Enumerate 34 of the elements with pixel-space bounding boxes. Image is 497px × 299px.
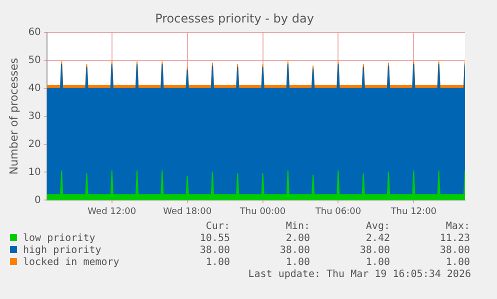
- y-tick-label: 60: [28, 26, 41, 38]
- x-tick-label: Wed 12:00: [88, 206, 136, 217]
- text: 1.00: [364, 257, 390, 269]
- text: 38.00: [358, 245, 390, 257]
- text: Last update: Thu Mar 19 16:05:34 2026: [248, 269, 471, 280]
- legend-label: high priority: [22, 245, 102, 257]
- x-tick-label: Thu 06:00: [314, 206, 362, 217]
- y-tick-label: 20: [28, 138, 41, 150]
- text: 2.00: [284, 233, 310, 245]
- text: Min:: [284, 221, 310, 233]
- y-tick-label: 30: [28, 110, 41, 122]
- y-tick-label: 10: [28, 166, 41, 178]
- legend-label: low priority: [22, 233, 96, 245]
- y-axis-title: Number of processes: [7, 58, 20, 175]
- text: 2.42: [364, 233, 390, 245]
- x-tick-label: Wed 18:00: [163, 206, 212, 217]
- text: Max:: [444, 221, 470, 233]
- x-tick-label: Thu 12:00: [390, 206, 437, 217]
- text: 38.00: [198, 245, 230, 257]
- text: Avg:: [364, 221, 390, 233]
- text: 38.00: [278, 245, 310, 257]
- chart-title: Processes priority - by day: [155, 11, 314, 26]
- y-tick-label: 40: [28, 82, 41, 94]
- text: 1.00: [204, 257, 230, 269]
- text: 38.00: [438, 245, 470, 257]
- legend-label: locked in memory: [22, 257, 120, 269]
- x-tick-label: Thu 00:00: [238, 206, 286, 217]
- text: 1.00: [444, 257, 470, 269]
- text: 11.23: [438, 233, 470, 245]
- text: 1.00: [284, 257, 310, 269]
- y-tick-label: 50: [28, 54, 41, 66]
- text: Cur:: [204, 221, 230, 233]
- y-tick-label: 0: [34, 194, 41, 206]
- text: 10.55: [198, 233, 230, 245]
